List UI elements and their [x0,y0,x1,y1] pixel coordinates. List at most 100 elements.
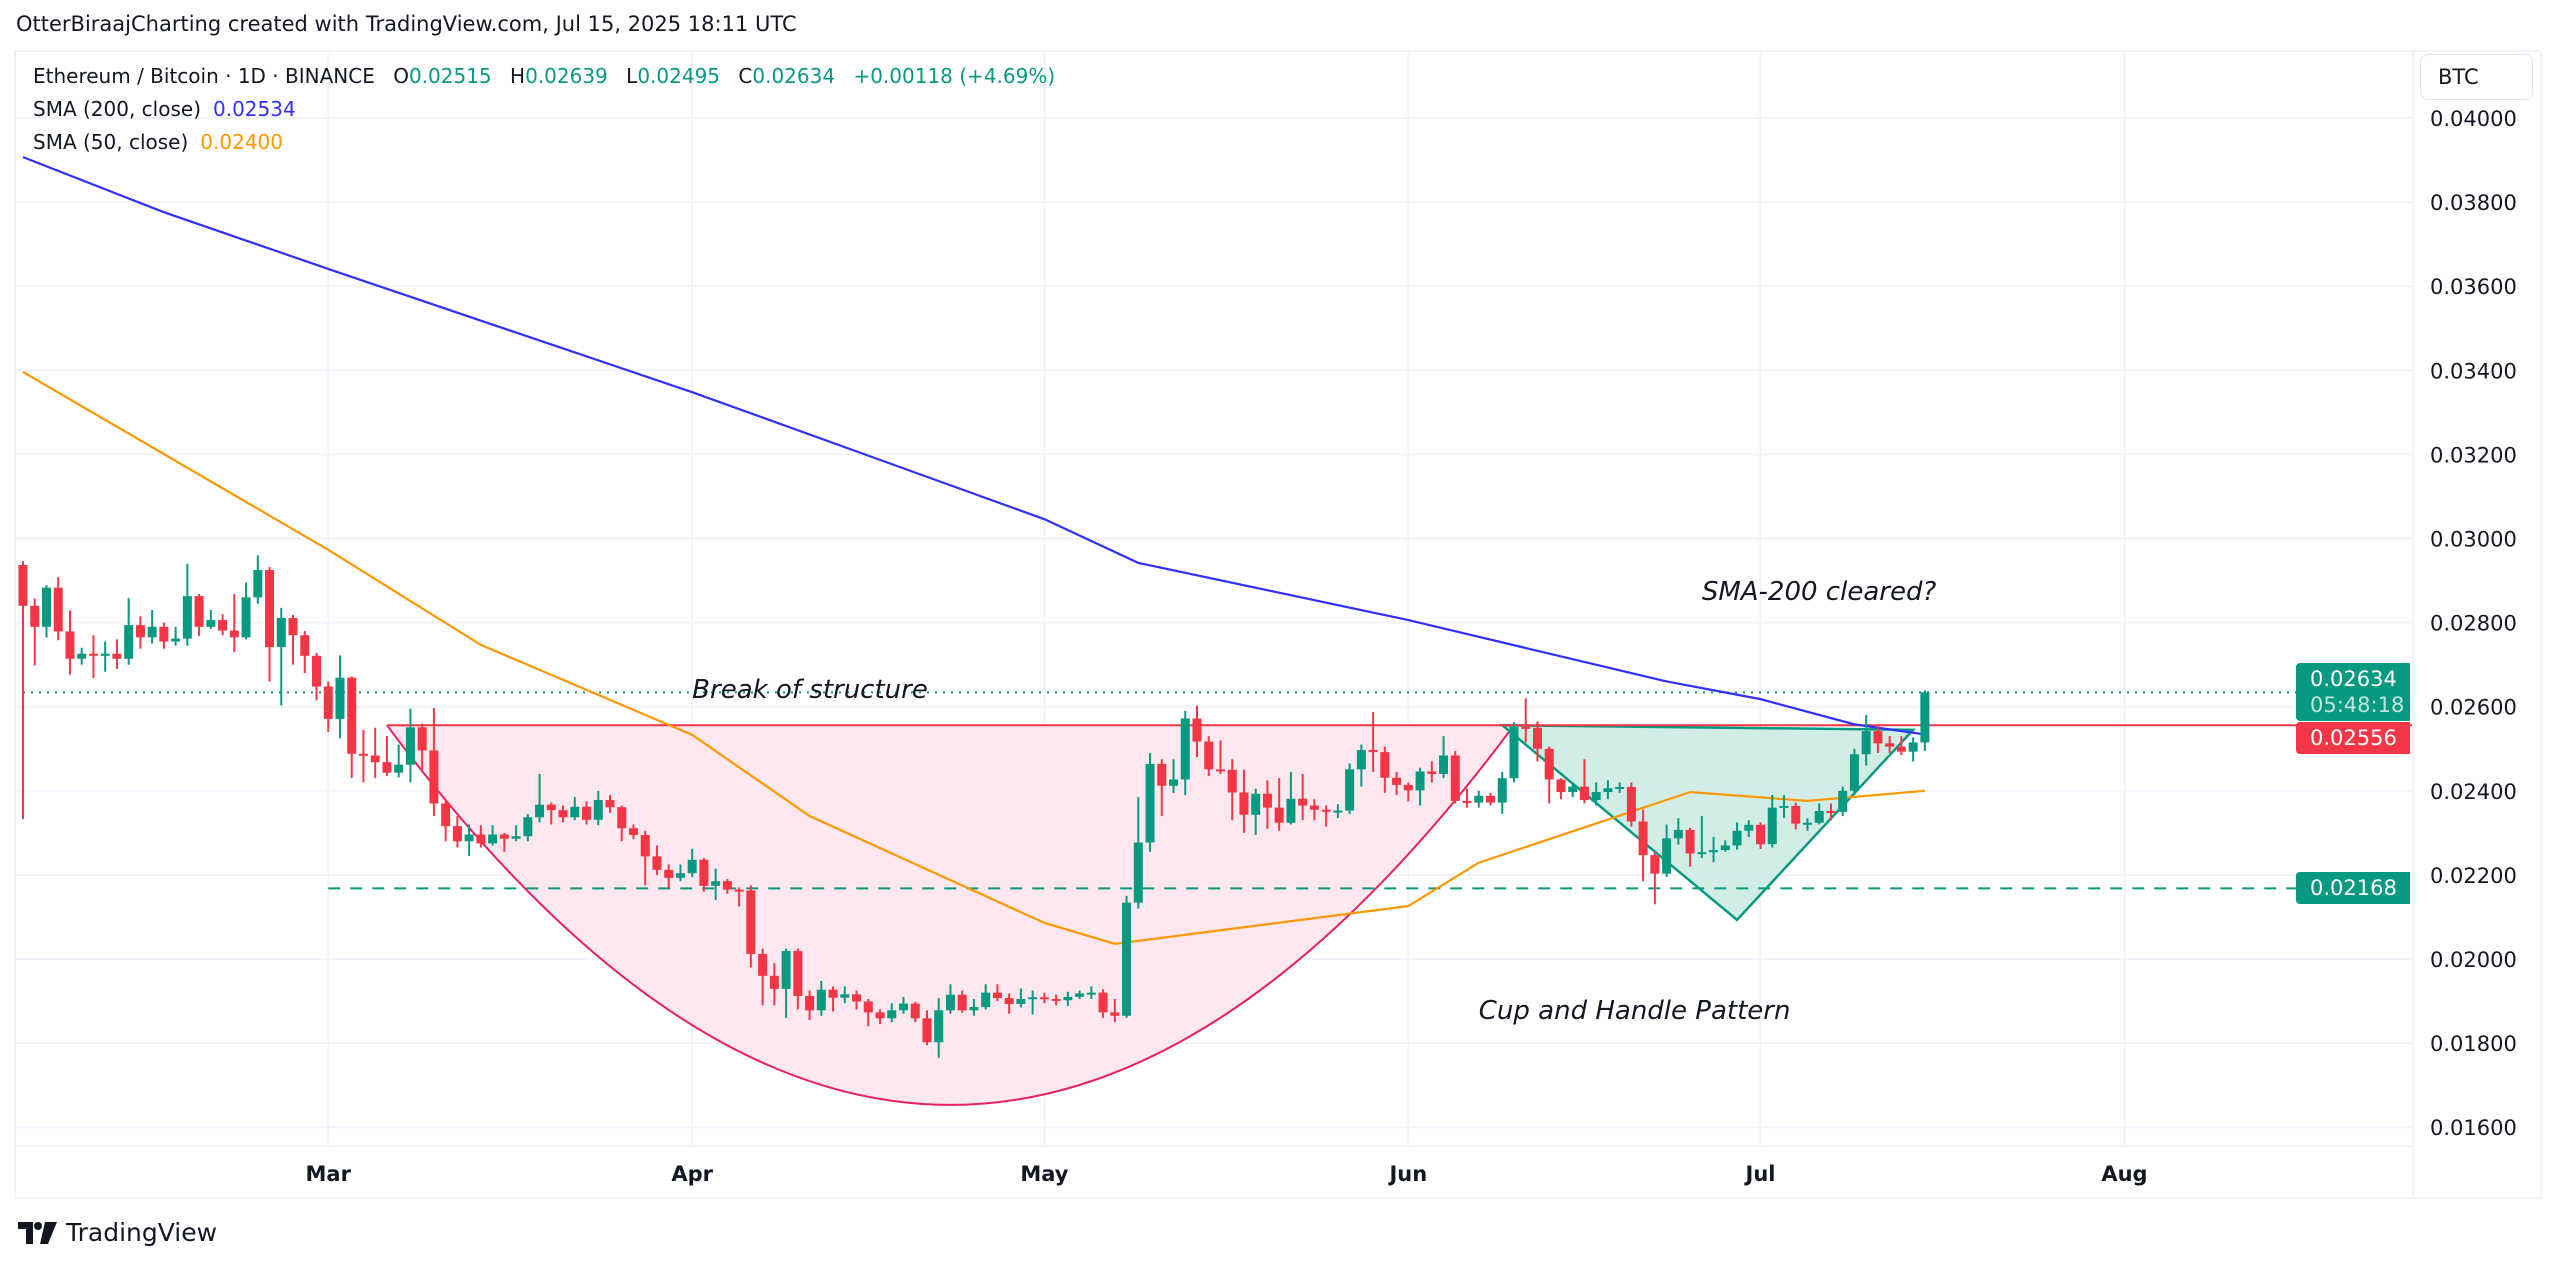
candle [464,824,474,856]
candle [652,845,662,875]
candle-body [570,806,580,818]
candle [1427,761,1437,783]
candle [558,805,568,823]
candle [1122,895,1132,1018]
currency-button[interactable]: BTC [2420,54,2533,100]
y-tick-label: 0.03000 [2430,528,2517,552]
sma50-legend[interactable]: SMA (50, close) 0.02400 [33,130,283,154]
candle [734,887,744,907]
candle-body [476,834,486,844]
candle [300,631,310,674]
candle-body [65,631,75,659]
sma50-label[interactable]: SMA (50, close) [33,130,189,154]
candle-body [1063,996,1073,1001]
candle [1849,748,1859,796]
candle [1662,824,1672,878]
candle [1756,822,1766,849]
candle-body [394,764,404,773]
candle-body [194,596,204,627]
candle [1098,989,1108,1018]
candle-body [358,753,368,756]
candle [1814,803,1824,825]
candle [382,736,392,777]
candle-body [523,817,533,837]
candle [1873,725,1883,753]
candle-body [1462,800,1472,803]
candle [922,1010,932,1046]
candle-body [1568,786,1578,793]
candle-body [417,727,427,751]
candle [1720,840,1730,852]
candle-body [593,800,603,820]
candle [1802,818,1812,831]
candle-body [241,597,251,638]
candle-body [1204,741,1214,770]
candle-body [1626,787,1636,822]
candle [476,825,486,848]
candle-body [1744,824,1754,831]
candle [969,998,979,1016]
candle-body [1720,845,1730,851]
candle [323,681,333,732]
candle [1110,998,1120,1023]
candle [1450,750,1460,804]
candle-body [981,992,991,1007]
candle-body [1532,727,1542,749]
candle [1603,780,1613,800]
candle [1626,782,1636,827]
candle-body [1439,755,1449,774]
candle-body [1450,755,1460,801]
candle [793,948,803,1010]
candle [1579,759,1589,804]
candle-body [1497,778,1507,803]
candle-body [1709,850,1719,853]
annotation-text: SMA-200 cleared? [1702,577,1937,607]
candle-body [441,803,451,827]
candle [1838,786,1848,817]
candle [1239,769,1249,833]
candle [1791,802,1801,830]
close-value: 0.02634 [752,64,836,88]
candle-body [124,625,134,659]
candle-body [863,1001,873,1013]
candle-body [347,677,357,754]
candle [769,963,779,1006]
candle [1861,715,1871,766]
candle [171,626,181,646]
candle [65,610,75,675]
candle [934,998,944,1058]
candle-body [218,620,228,631]
candle [1180,710,1190,796]
candle-body [1356,750,1366,770]
plot-area[interactable]: Break of structure SMA-200 cleared? Cup an… [18,156,2414,1106]
high-value: 0.02639 [525,64,608,88]
candle-body [1051,998,1061,1001]
last-price-badge: 0.02634 05:48:18 [2296,663,2410,721]
candle [582,801,592,825]
high-label: H [510,64,526,88]
candle [253,555,263,604]
candle-body [711,881,721,886]
candle [265,567,275,682]
candle-body [1802,822,1812,825]
symbol-name[interactable]: Ethereum / Bitcoin · 1D · BINANCE [33,64,375,88]
candle [182,563,192,646]
candle [499,832,509,852]
candle [18,561,28,819]
candle [981,984,991,1010]
sma200-label[interactable]: SMA (200, close) [33,97,201,121]
candle-body [687,859,697,874]
symbol-legend[interactable]: Ethereum / Bitcoin · 1D · BINANCE O0.025… [33,64,1055,88]
candle-body [1169,779,1179,786]
candle [875,1009,885,1025]
candle [452,816,462,848]
candle [899,996,908,1014]
candle-body [41,587,51,627]
tradingview-logo[interactable]: TradingView [18,1218,217,1247]
candle-body [1615,787,1625,790]
candle [1051,994,1061,1006]
sma200-legend[interactable]: SMA (200, close) 0.02534 [33,97,296,121]
candle-body [722,881,732,890]
candle-body [1157,763,1167,786]
